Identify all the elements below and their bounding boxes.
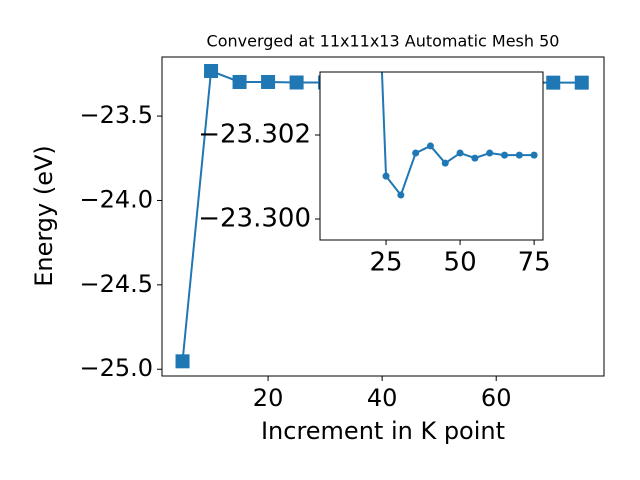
x-tick-label: 60 <box>481 384 512 412</box>
axes-frame <box>319 71 544 241</box>
y-tick-label: −23.5 <box>79 101 153 129</box>
x-tick-label: 25 <box>369 248 402 278</box>
y-tick-label: −24.5 <box>79 270 153 298</box>
y-tick-label: −23.300 <box>198 204 311 234</box>
data-point <box>515 151 523 159</box>
x-tick-label: 20 <box>253 384 284 412</box>
y-tick-label: −25.0 <box>79 354 153 382</box>
data-point <box>232 74 247 89</box>
data-point <box>382 172 390 180</box>
data-point <box>175 354 190 369</box>
chart-title: Converged at 11x11x13 Automatic Mesh 50 <box>207 32 560 51</box>
axes-frame <box>161 56 605 377</box>
data-point <box>530 151 538 159</box>
data-point <box>501 151 509 159</box>
y-tick-label: −23.302 <box>198 120 311 150</box>
x-tick-label: 50 <box>444 248 477 278</box>
y-axis-label: Energy (eV) <box>30 145 58 287</box>
x-tick-label: 40 <box>367 384 398 412</box>
data-point <box>412 149 420 157</box>
data-point <box>397 191 405 199</box>
x-axis-label: Increment in K point <box>261 417 505 445</box>
data-point <box>261 74 276 89</box>
y-tick-label: −24.0 <box>79 185 153 213</box>
data-point <box>426 142 434 150</box>
data-point <box>204 64 219 79</box>
data-point <box>441 159 449 167</box>
data-point <box>486 149 494 157</box>
data-point <box>471 154 479 162</box>
data-point <box>546 75 561 90</box>
x-tick-label: 75 <box>518 248 551 278</box>
data-point <box>456 149 464 157</box>
data-point <box>574 75 589 90</box>
data-point <box>289 75 304 90</box>
